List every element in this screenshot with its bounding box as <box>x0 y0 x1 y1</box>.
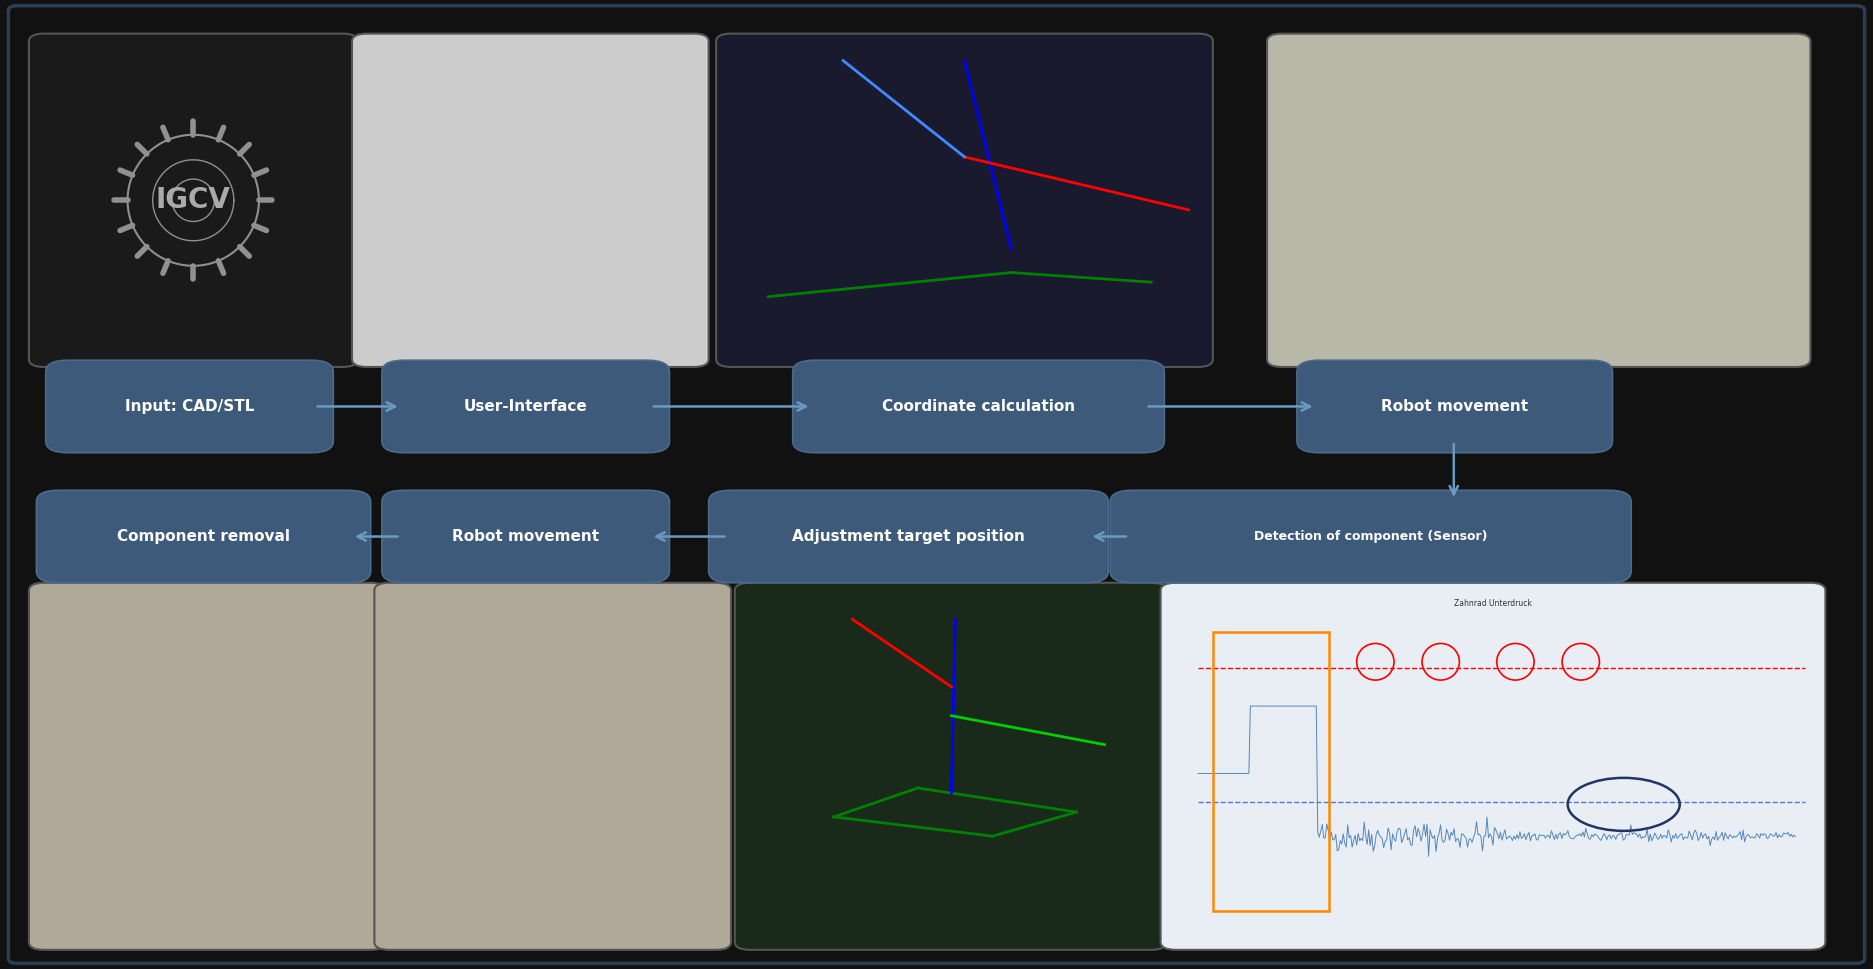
FancyBboxPatch shape <box>382 360 669 453</box>
Text: Coordinate calculation: Coordinate calculation <box>882 399 1075 414</box>
Text: User-Interface: User-Interface <box>465 399 588 414</box>
FancyBboxPatch shape <box>28 582 386 950</box>
Text: Component removal: Component removal <box>116 529 290 544</box>
FancyBboxPatch shape <box>375 582 730 950</box>
FancyBboxPatch shape <box>28 34 358 367</box>
FancyBboxPatch shape <box>1111 490 1631 582</box>
FancyBboxPatch shape <box>382 490 669 582</box>
Text: IGCV: IGCV <box>155 186 230 214</box>
Text: Robot movement: Robot movement <box>451 529 599 544</box>
FancyBboxPatch shape <box>36 490 371 582</box>
Text: Adjustment target position: Adjustment target position <box>792 529 1025 544</box>
FancyBboxPatch shape <box>45 360 333 453</box>
FancyBboxPatch shape <box>1161 582 1826 950</box>
FancyBboxPatch shape <box>352 34 708 367</box>
Text: Detection of component (Sensor): Detection of component (Sensor) <box>1253 530 1487 543</box>
Bar <box>1214 632 1328 911</box>
FancyBboxPatch shape <box>715 34 1214 367</box>
FancyBboxPatch shape <box>792 360 1165 453</box>
FancyBboxPatch shape <box>1296 360 1613 453</box>
FancyBboxPatch shape <box>708 490 1109 582</box>
FancyBboxPatch shape <box>1266 34 1811 367</box>
Text: Zahnrad Unterdruck: Zahnrad Unterdruck <box>1453 600 1532 609</box>
Text: Input: CAD/STL: Input: CAD/STL <box>125 399 255 414</box>
Text: Robot movement: Robot movement <box>1380 399 1528 414</box>
FancyBboxPatch shape <box>734 582 1167 950</box>
